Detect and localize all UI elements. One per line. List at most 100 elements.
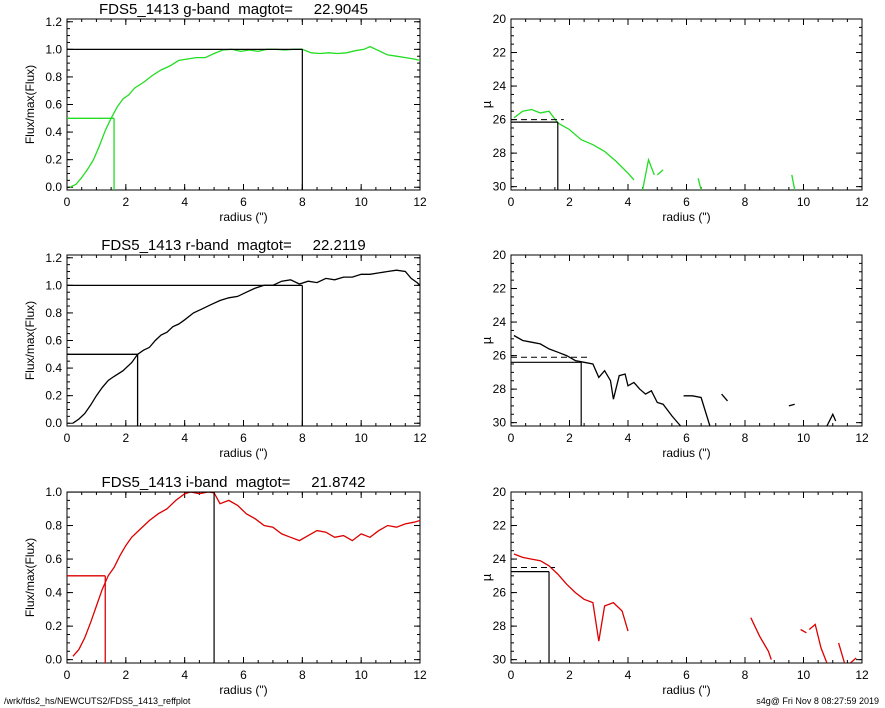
growth-curve [72,269,420,424]
y-tick-label: 1.2 [45,251,62,265]
y-tick-label: 1.0 [45,278,62,292]
y-tick-label: 0.0 [45,180,62,194]
y-tick-label: 22 [493,46,507,60]
y-tick-label: 0.8 [45,519,62,533]
x-tick-label: 10 [797,668,811,682]
y-tick-label: 24 [493,315,507,329]
y-tick-label: 1.0 [45,485,62,499]
y-tick-label: 26 [493,113,507,127]
x-tick-label: 2 [566,431,573,445]
y-axis-label: Flux/max(Flux) [23,65,37,144]
mu-profile-segment-4 [791,174,796,190]
y-tick-label: 0.4 [45,361,62,375]
y-axis-label: µ [479,573,494,581]
plot-frame-4 [66,491,421,664]
mu-profile-segment-3 [697,178,702,190]
x-tick-label: 12 [413,431,427,445]
y-tick-label: 26 [493,586,507,600]
x-tick-label: 6 [683,195,690,209]
y-tick-label: 0.4 [45,586,62,600]
y-axis-label: Flux/max(Flux) [23,538,37,617]
mu-profile-segment-4 [837,642,846,663]
plot-area-5 [511,553,857,663]
x-tick-label: 6 [240,668,247,682]
x-tick-label: 10 [354,195,368,209]
plot-title: FDS5_1413 r-band magtot= 22.2119 [101,237,365,254]
mu-profile-segment-3 [788,403,795,407]
x-tick-label: 4 [181,431,188,445]
mu-profile-segment-5 [849,657,857,663]
mu-profile-segment-4 [826,412,837,426]
y-tick-label: 30 [493,653,507,667]
mu-profile-segment-2 [656,169,664,176]
x-axis-label: radius (") [662,683,710,697]
plot-area-3 [511,334,837,426]
mu-profile-segment-0 [513,334,682,426]
mu-profile-segment-2 [800,628,807,634]
mu-profile-segment-0 [513,553,629,642]
x-tick-label: 2 [566,195,573,209]
y-axis-label: µ [479,336,494,344]
plot-frame-1 [510,18,863,191]
y-tick-label: 0.8 [45,306,62,320]
plot-area-1 [511,108,796,190]
x-tick-label: 0 [64,195,71,209]
y-axis-label: Flux/max(Flux) [23,301,37,380]
x-tick-label: 2 [122,195,129,209]
x-tick-label: 8 [299,668,306,682]
x-tick-label: 6 [683,431,690,445]
y-tick-label: 30 [493,416,507,430]
x-tick-label: 0 [508,431,515,445]
y-tick-label: 1.0 [45,42,62,56]
x-tick-label: 6 [240,195,247,209]
x-tick-label: 10 [354,668,368,682]
plot-frame-2 [66,254,421,427]
x-tick-label: 2 [566,668,573,682]
x-tick-label: 8 [299,431,306,445]
x-tick-label: 0 [64,668,71,682]
y-tick-label: 0.2 [45,389,62,403]
y-tick-label: 20 [493,248,507,262]
x-tick-label: 0 [508,668,515,682]
y-tick-label: 0.2 [45,619,62,633]
x-tick-label: 10 [797,431,811,445]
x-axis-label: radius (") [662,446,710,460]
y-tick-label: 30 [493,180,507,194]
x-tick-label: 12 [855,431,869,445]
x-tick-label: 4 [625,195,632,209]
x-axis-label: radius (") [219,683,267,697]
x-tick-label: 12 [855,668,869,682]
x-tick-label: 8 [742,668,749,682]
y-tick-label: 0.6 [45,334,62,348]
y-tick-label: 24 [493,79,507,93]
x-tick-label: 4 [181,668,188,682]
x-tick-label: 4 [625,668,632,682]
x-tick-label: 2 [122,668,129,682]
plot-title: FDS5_1413 i-band magtot= 21.8742 [102,474,366,491]
y-tick-label: 0.2 [45,153,62,167]
y-tick-label: 20 [493,12,507,26]
y-tick-label: 28 [493,619,507,633]
y-tick-label: 0.8 [45,70,62,84]
y-tick-label: 28 [493,146,507,160]
y-tick-label: 0.0 [45,416,62,430]
footer-timestamp: s4g@ Fri Nov 8 08:27:59 2019 [756,696,879,706]
x-tick-label: 0 [508,195,515,209]
y-tick-label: 0.0 [45,653,62,667]
plot-area-2 [67,269,420,426]
x-axis-label: radius (") [219,210,267,224]
x-tick-label: 4 [625,431,632,445]
y-tick-label: 20 [493,485,507,499]
y-tick-label: 28 [493,382,507,396]
y-axis-label: µ [479,100,494,108]
x-tick-label: 10 [354,431,368,445]
mu-profile-segment-1 [750,617,772,660]
mu-profile-segment-1 [683,395,711,426]
growth-curve [69,45,420,188]
x-tick-label: 8 [742,431,749,445]
plot-frame-5 [510,491,863,664]
footer-file-path: /wrk/fds2_hs/NEWCUTS2/FDS5_1413_reffplot [4,696,191,706]
growth-curve [72,492,420,657]
y-tick-label: 26 [493,349,507,363]
x-tick-label: 8 [299,195,306,209]
